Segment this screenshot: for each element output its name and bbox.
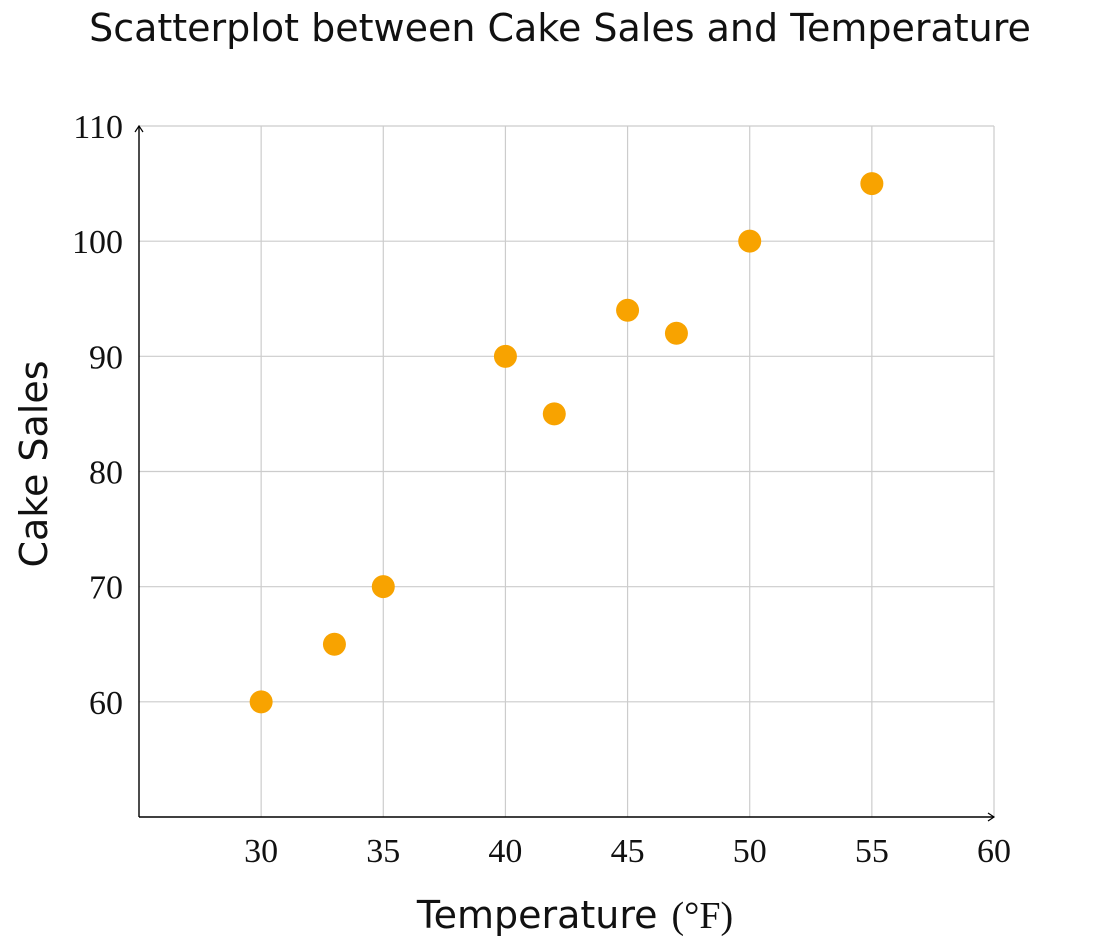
y-tick-label: 70: [89, 570, 123, 607]
data-points: [249, 172, 884, 714]
x-axis-arrow: [987, 812, 996, 822]
x-tick-label: 45: [611, 833, 645, 870]
y-axis-label: Cake Sales: [12, 360, 56, 567]
chart-title: Scatterplot between Cake Sales and Tempe…: [89, 6, 1031, 50]
data-point: [493, 344, 517, 368]
x-tick-label: 40: [488, 833, 522, 870]
x-axis-label: Temperature (°F): [416, 893, 733, 937]
y-axis-arrow: [134, 124, 144, 133]
data-point: [664, 321, 688, 345]
y-tick-label: 110: [73, 109, 123, 146]
data-point: [322, 632, 346, 656]
data-point: [542, 402, 566, 426]
y-tick-label: 100: [72, 224, 123, 261]
x-tick-label: 30: [244, 833, 278, 870]
data-point: [371, 575, 395, 599]
data-point: [616, 298, 640, 322]
x-tick-label: 50: [733, 833, 767, 870]
y-tick-label: 80: [89, 455, 123, 492]
x-axis-label-unit: (°F): [672, 895, 734, 937]
y-tick-label: 90: [89, 339, 123, 376]
data-point: [738, 229, 762, 253]
data-point: [860, 172, 884, 196]
x-tick-label: 35: [366, 833, 400, 870]
x-tick-label: 60: [977, 833, 1011, 870]
tick-labels: 30 35 40 45 50 55 60 60 70 80 90 100 110: [72, 109, 1011, 870]
x-axis-label-text: Temperature: [416, 893, 658, 937]
y-tick-label: 60: [89, 685, 123, 722]
x-tick-label: 55: [855, 833, 889, 870]
data-point: [249, 690, 273, 714]
axes: [134, 124, 996, 822]
grid: [139, 125, 995, 817]
